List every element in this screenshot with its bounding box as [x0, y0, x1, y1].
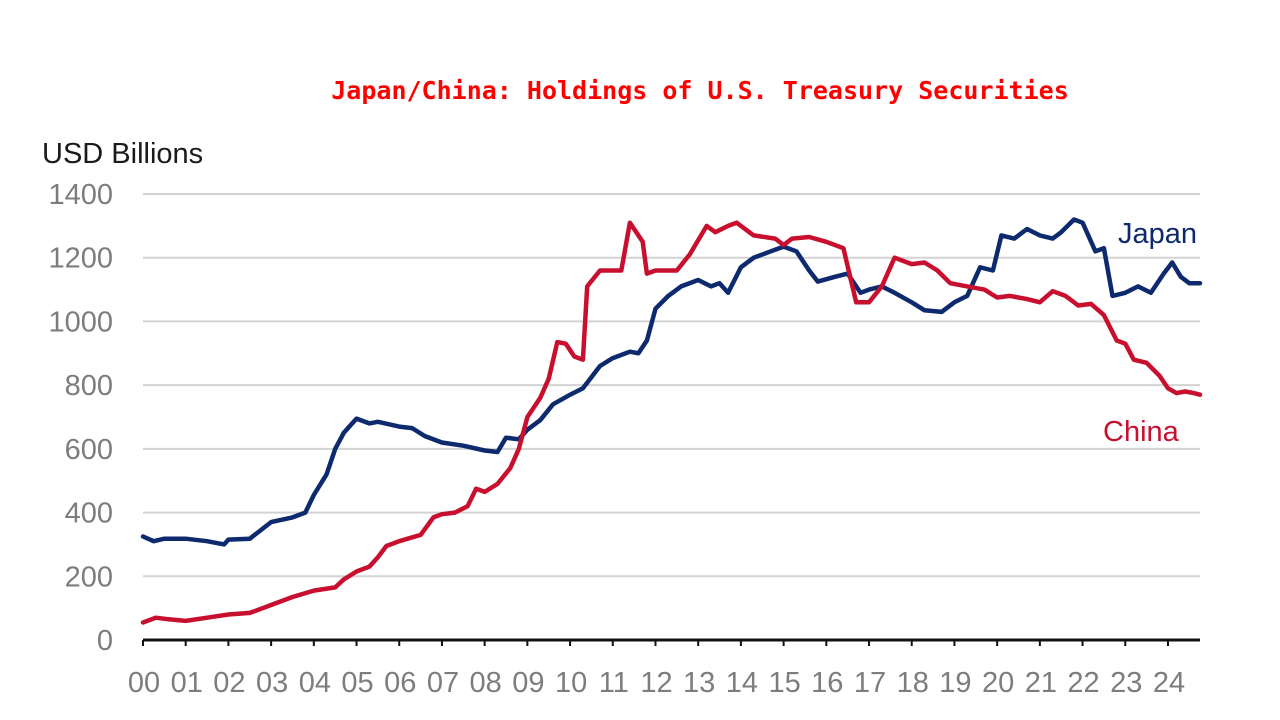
x-tick-label: 24 — [1153, 667, 1185, 699]
series-line-china — [140, 220, 1203, 625]
x-tick-label: 23 — [1110, 667, 1142, 699]
x-tick-label: 08 — [470, 667, 502, 699]
x-tick-label: 04 — [299, 667, 331, 699]
chart-title: Japan/China: Holdings of U.S. Treasury S… — [331, 76, 1069, 105]
x-tick-label: 21 — [1025, 667, 1057, 699]
x-tick-label: 19 — [939, 667, 971, 699]
x-tick-label: 06 — [384, 667, 416, 699]
x-tick-label: 15 — [768, 667, 800, 699]
y-tick-label: 400 — [65, 498, 113, 530]
y-tick-label: 1000 — [48, 306, 113, 338]
y-tick-label: 1200 — [48, 243, 113, 275]
x-tick-label: 03 — [256, 667, 288, 699]
y-axis-ticks: 0 200 400 600 800 1000 1200 1400 — [48, 179, 113, 657]
x-tick-label: 09 — [512, 667, 544, 699]
x-tick-label: 13 — [683, 667, 715, 699]
series-line-japan — [140, 217, 1203, 547]
x-tick-label: 05 — [341, 667, 373, 699]
gridlines — [143, 193, 1200, 578]
x-tick-label: 20 — [982, 667, 1014, 699]
x-tick-label: 01 — [171, 667, 203, 699]
x-tick-label: 12 — [640, 667, 672, 699]
x-axis-ticks: 00 01 02 03 04 05 06 07 08 09 10 11 12 13 14 15 16 17 18 19… — [128, 640, 1185, 699]
y-tick-label: 1400 — [48, 179, 113, 211]
series-label-japan: Japan — [1118, 218, 1197, 250]
x-tick-label: 18 — [897, 667, 929, 699]
series-lines — [140, 217, 1203, 625]
x-tick-label: 02 — [213, 667, 245, 699]
y-tick-label: 0 — [97, 625, 113, 657]
x-tick-label: 17 — [854, 667, 886, 699]
x-tick-label: 00 — [128, 667, 160, 699]
x-tick-label: 07 — [427, 667, 459, 699]
x-tick-label: 16 — [811, 667, 843, 699]
x-tick-label: 10 — [555, 667, 587, 699]
y-tick-label: 600 — [65, 434, 113, 466]
y-tick-label: 800 — [65, 370, 113, 402]
y-tick-label: 200 — [65, 561, 113, 593]
y-axis-label: USD Billions — [42, 138, 203, 170]
x-tick-label: 22 — [1067, 667, 1099, 699]
x-tick-label: 14 — [726, 667, 758, 699]
x-tick-label: 11 — [599, 667, 629, 699]
series-label-china: China — [1103, 416, 1180, 448]
